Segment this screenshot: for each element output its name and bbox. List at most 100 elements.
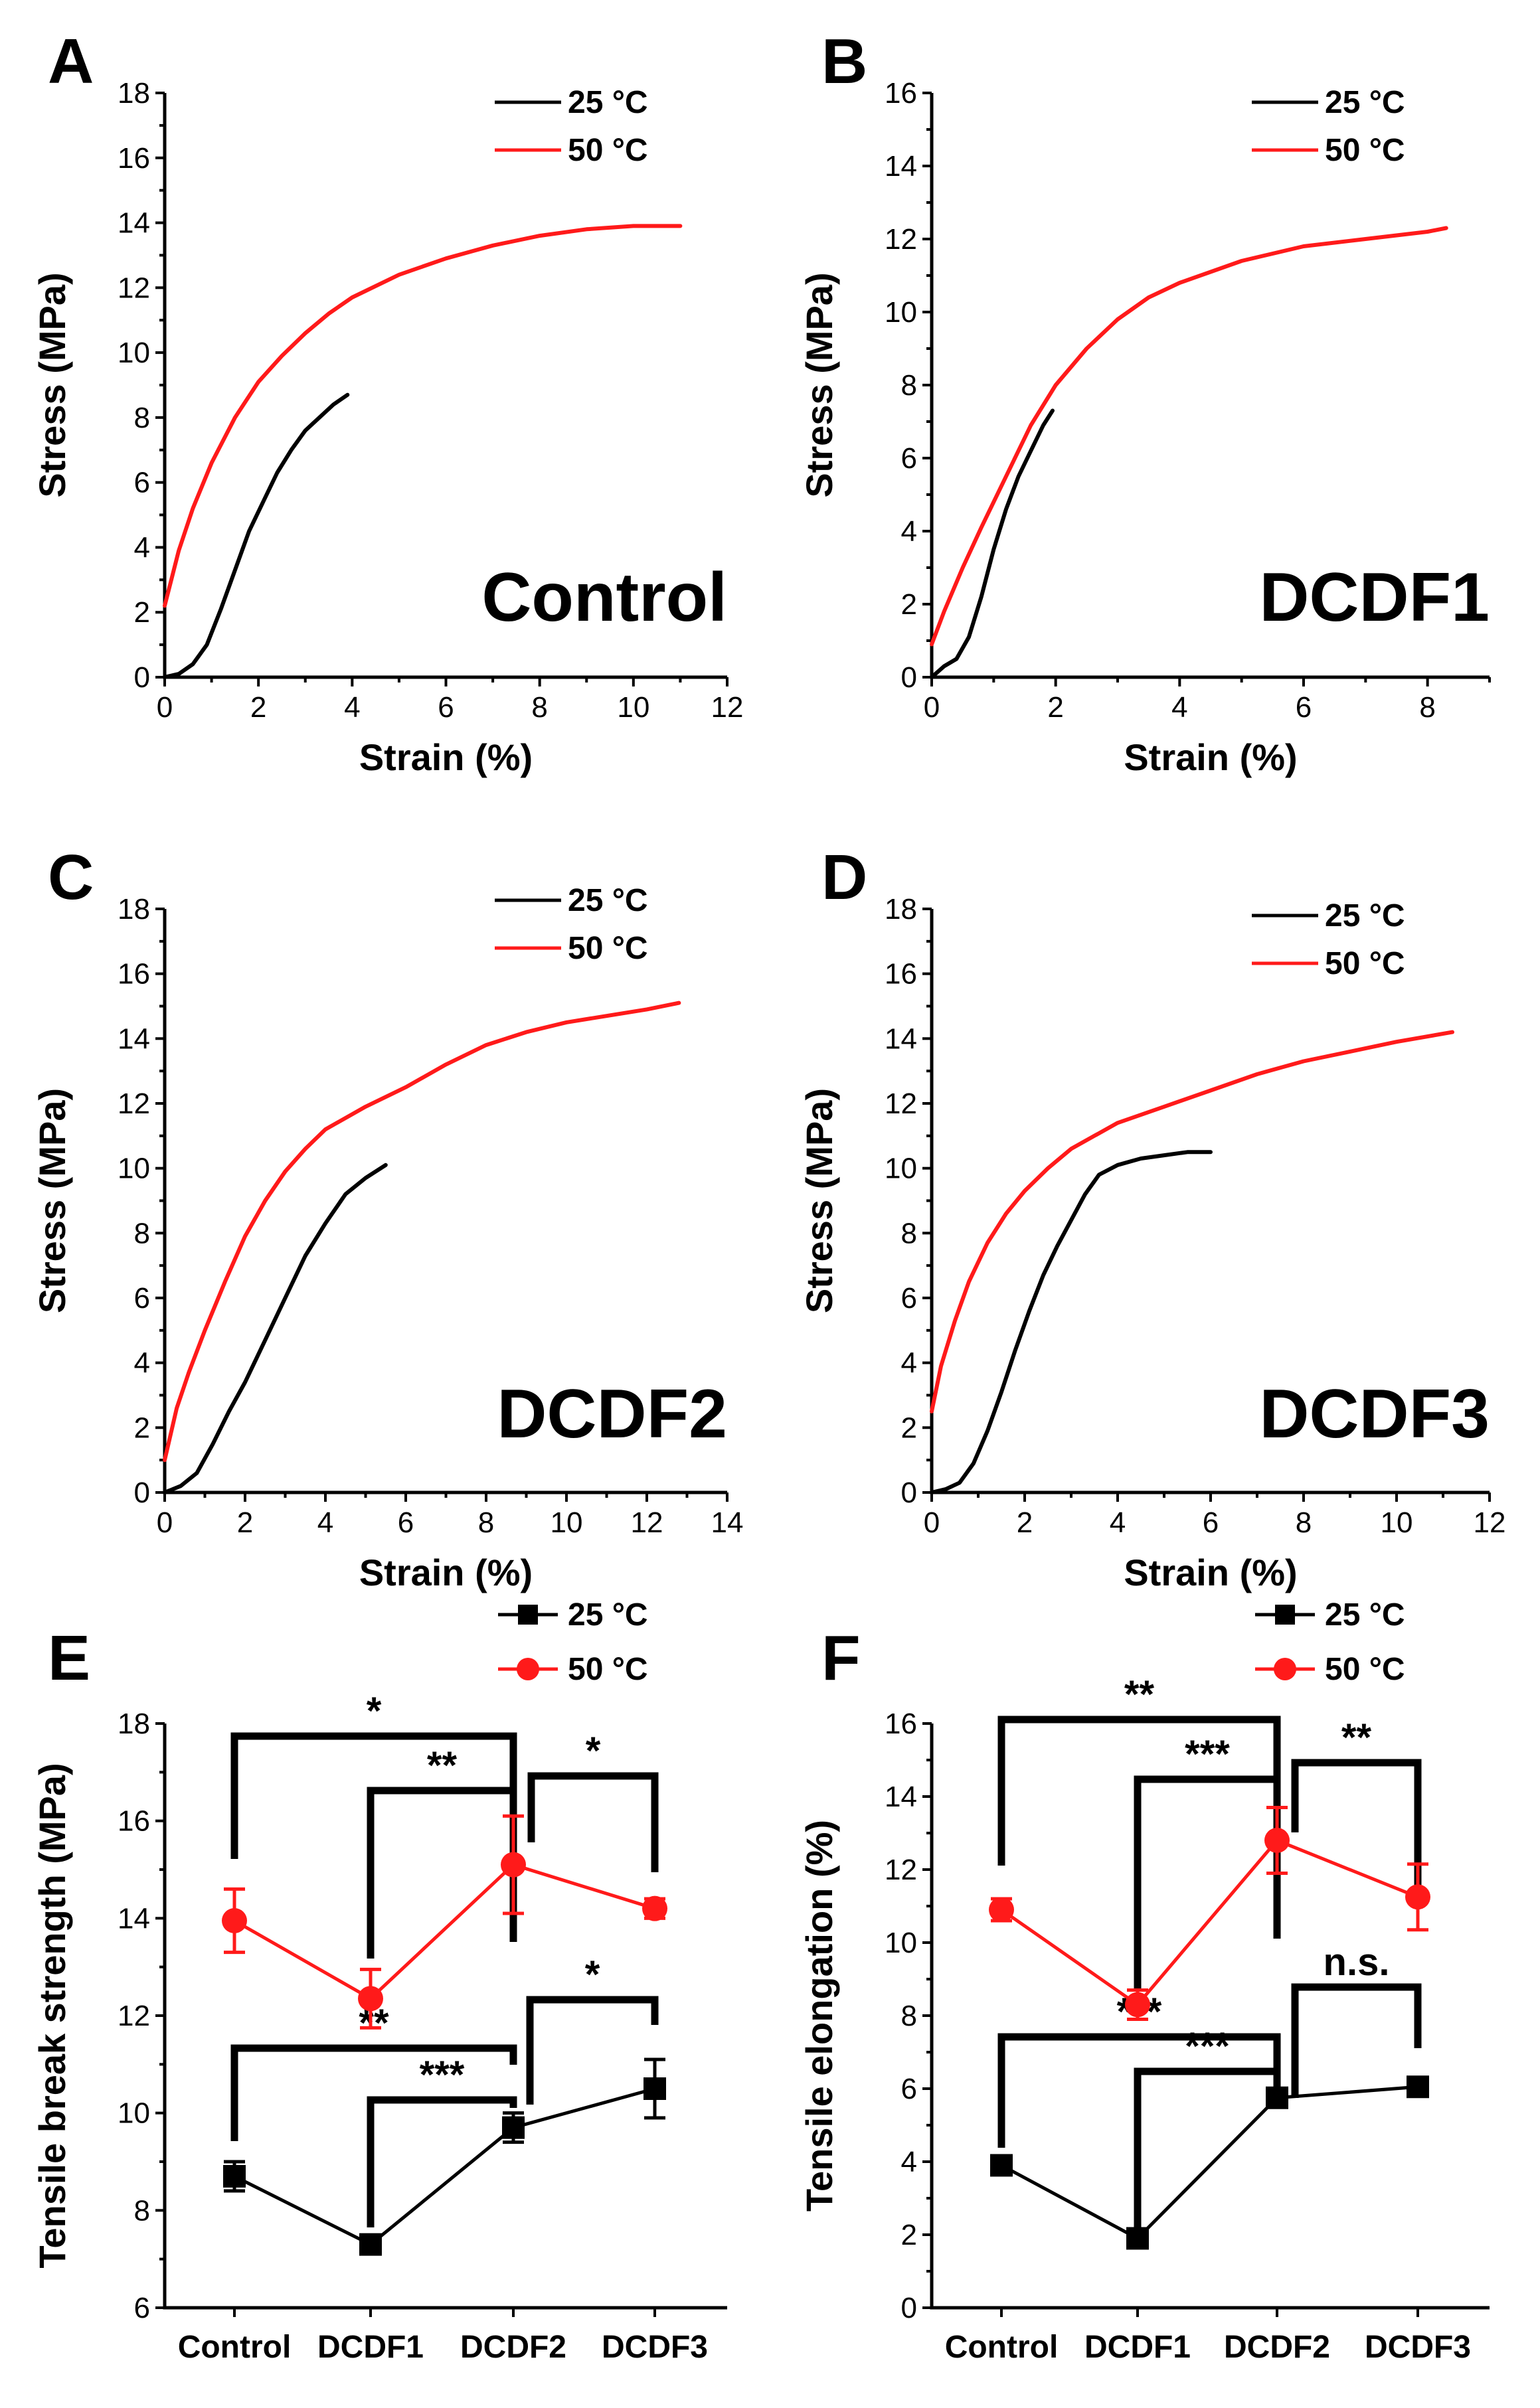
panel-letter: F (821, 1623, 861, 1694)
x-tick-label: 2 (1017, 1506, 1033, 1539)
y-tick-label: 10 (118, 1153, 150, 1185)
series-line (1000, 1838, 1418, 2007)
sample-name: DCDF1 (1259, 559, 1490, 636)
y-tick-label: 16 (118, 1805, 150, 1838)
data-point-square (1126, 2227, 1149, 2250)
y-tick-label: 10 (885, 296, 917, 329)
sample-name: DCDF2 (497, 1376, 727, 1453)
legend-label: 25 °C (568, 85, 648, 120)
x-tick-label: 2 (250, 691, 266, 724)
data-point-circle (989, 1897, 1014, 1923)
y-tick-label: 14 (118, 1022, 150, 1055)
x-tick-label: 14 (711, 1506, 744, 1539)
x-tick-label: 6 (1296, 691, 1312, 724)
y-tick-label: 12 (118, 1087, 150, 1120)
y-tick-label: 16 (885, 77, 917, 110)
y-tick-label: 10 (885, 1927, 917, 1959)
category-label: DCDF1 (317, 2330, 424, 2365)
y-tick-label: 16 (118, 142, 150, 175)
y-tick-label: 16 (118, 958, 150, 991)
series-50C (989, 1806, 1430, 2021)
y-tick-label: 4 (901, 515, 917, 548)
x-tick-label: 4 (344, 691, 360, 724)
x-axis-title: Strain (%) (359, 1552, 533, 1593)
x-tick-label: 12 (631, 1506, 663, 1539)
legend-label: 50 °C (568, 931, 648, 966)
x-tick-label: 4 (317, 1506, 333, 1539)
category-label: Control (945, 2330, 1059, 2365)
y-tick-label: 4 (901, 2146, 917, 2178)
y-axis-title: Stress (MPa) (798, 1088, 840, 1313)
series-line (1000, 2085, 1418, 2241)
significance-bracket (1134, 1775, 1281, 1988)
significance-bracket (230, 2044, 517, 2141)
significance-label: *** (1185, 2025, 1230, 2068)
significance-bracket (1291, 1983, 1422, 2098)
data-point-square (502, 2116, 525, 2139)
x-tick-label: 12 (1474, 1506, 1506, 1539)
x-tick-label: 10 (617, 691, 649, 724)
series-25C-curve (163, 1163, 388, 1494)
y-tick-label: 2 (901, 2219, 917, 2251)
y-axis-title: Tensile break strength (MPa) (31, 1763, 73, 2268)
x-tick-label: 6 (1203, 1506, 1219, 1539)
significance-label: * (585, 1953, 600, 1996)
data-point-circle (358, 1986, 383, 2012)
data-point-circle (222, 1908, 247, 1933)
y-tick-label: 6 (901, 442, 917, 475)
sample-name: DCDF3 (1259, 1376, 1490, 1453)
x-axis-title: Strain (%) (359, 736, 533, 778)
panel-E: E 6 8 10 12 14 16 18 Tensile break strength (MPa… (31, 1597, 727, 2365)
legend-label: 25 °C (1325, 1597, 1405, 1633)
x-tick-label: 0 (157, 691, 173, 724)
x-axis-title: Strain (%) (1124, 1552, 1297, 1593)
y-axis-title: Tensile elongation (%) (798, 1820, 840, 2211)
data-point-circle (642, 1895, 667, 1921)
data-point-square (359, 2233, 382, 2256)
y-tick-label: 0 (901, 661, 917, 694)
y-tick-label: 2 (901, 588, 917, 621)
significance-label: ** (1341, 1716, 1372, 1759)
x-tick-label: 10 (1381, 1506, 1413, 1539)
x-tick-label: 6 (438, 691, 454, 724)
data-point-square (1407, 2075, 1429, 2099)
y-tick-label: 12 (118, 272, 150, 304)
legend-label: 25 °C (1325, 85, 1405, 120)
y-tick-label: 0 (134, 661, 150, 694)
y-tick-label: 6 (901, 1282, 917, 1315)
data-point-circle (1264, 1828, 1290, 1853)
y-axis-title: Stress (MPa) (31, 272, 73, 497)
x-tick-label: 8 (478, 1506, 494, 1539)
legend-label: 50 °C (568, 1652, 648, 1687)
series-25C-curve (930, 408, 1055, 679)
category-label: DCDF2 (460, 2330, 566, 2365)
x-tick-label: 0 (924, 1506, 940, 1539)
x-tick-label: 4 (1171, 691, 1187, 724)
y-tick-label: 4 (134, 531, 150, 564)
y-tick-label: 2 (134, 596, 150, 629)
panel-letter: E (48, 1623, 90, 1694)
y-tick-label: 6 (134, 2292, 150, 2324)
significance-label: *** (420, 2053, 465, 2097)
legend-label: 25 °C (568, 883, 648, 918)
axis-frame (930, 1724, 1490, 2310)
legend-label: 50 °C (1325, 133, 1405, 168)
legend-circle-marker (1274, 1658, 1296, 1680)
series-line (233, 1862, 655, 2001)
y-tick-label: 14 (118, 207, 150, 240)
y-tick-label: 8 (901, 2000, 917, 2032)
y-axis-title: Stress (MPa) (798, 272, 840, 497)
legend-label: 25 °C (568, 1597, 648, 1633)
y-tick-label: 14 (885, 1781, 917, 1813)
y-tick-label: 10 (118, 2097, 150, 2130)
y-tick-label: 10 (118, 337, 150, 369)
y-tick-label: 8 (901, 369, 917, 402)
category-label: DCDF3 (602, 2330, 708, 2365)
series-50C-curve (163, 224, 683, 608)
y-tick-label: 18 (885, 893, 917, 925)
axis-frame (163, 1724, 727, 2310)
y-tick-label: 6 (901, 2073, 917, 2105)
series-50C (222, 1814, 667, 2030)
y-tick-label: 12 (118, 2000, 150, 2032)
y-tick-label: 14 (885, 1022, 917, 1055)
